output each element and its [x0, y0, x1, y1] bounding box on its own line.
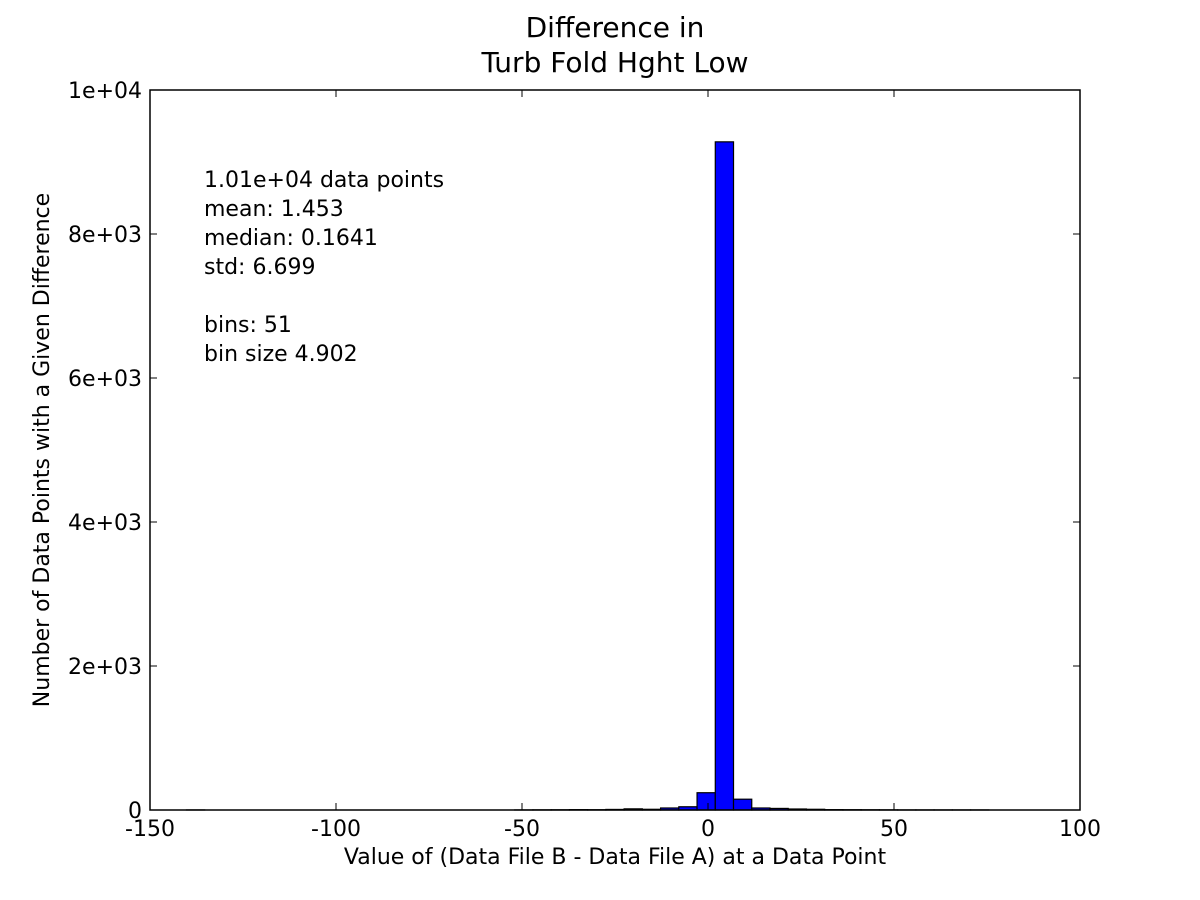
y-tick-label: 0: [128, 799, 142, 824]
stats-line: std: 6.699: [204, 255, 315, 280]
histogram-bar: [714, 141, 735, 811]
statistics-annotation: 1.01e+04 data points mean: 1.453 median: 0…: [204, 168, 444, 367]
x-axis-label: Value of (Data File B - Data File A) at …: [344, 845, 887, 870]
stats-line: mean: 1.453: [204, 197, 344, 222]
stats-line: 1.01e+04 data points: [204, 168, 444, 193]
x-tick-label: 0: [701, 817, 715, 842]
x-tick-label: -100: [311, 817, 361, 842]
y-tick-label: 4e+03: [68, 511, 142, 536]
stats-line: bins: 51: [204, 313, 292, 338]
x-tick-label: -150: [125, 817, 175, 842]
histogram-bar: [696, 792, 716, 811]
y-axis-label: Number of Data Points with a Given Diffe…: [30, 193, 55, 707]
axis-ticks: -150 -100 -50 0 50 100 0 2e+03 4e+03 6e+03 8e+03 1e…: [68, 79, 1101, 842]
y-tick-label: 8e+03: [68, 223, 142, 248]
y-tick-label: 6e+03: [68, 367, 142, 392]
x-tick-label: 50: [880, 817, 908, 842]
plot-area-frame: [149, 89, 1081, 811]
stats-line: median: 0.1641: [204, 226, 378, 251]
x-tick-label: -50: [504, 817, 540, 842]
x-tick-label: 100: [1059, 817, 1101, 842]
chart-title-line-1: Difference in: [526, 11, 705, 44]
histogram-bar: [732, 798, 753, 811]
stats-line: bin size 4.902: [204, 342, 358, 367]
y-tick-label: 2e+03: [68, 655, 142, 680]
chart-title-line-2: Turb Fold Hght Low: [480, 46, 748, 79]
y-tick-label: 1e+04: [68, 79, 142, 104]
